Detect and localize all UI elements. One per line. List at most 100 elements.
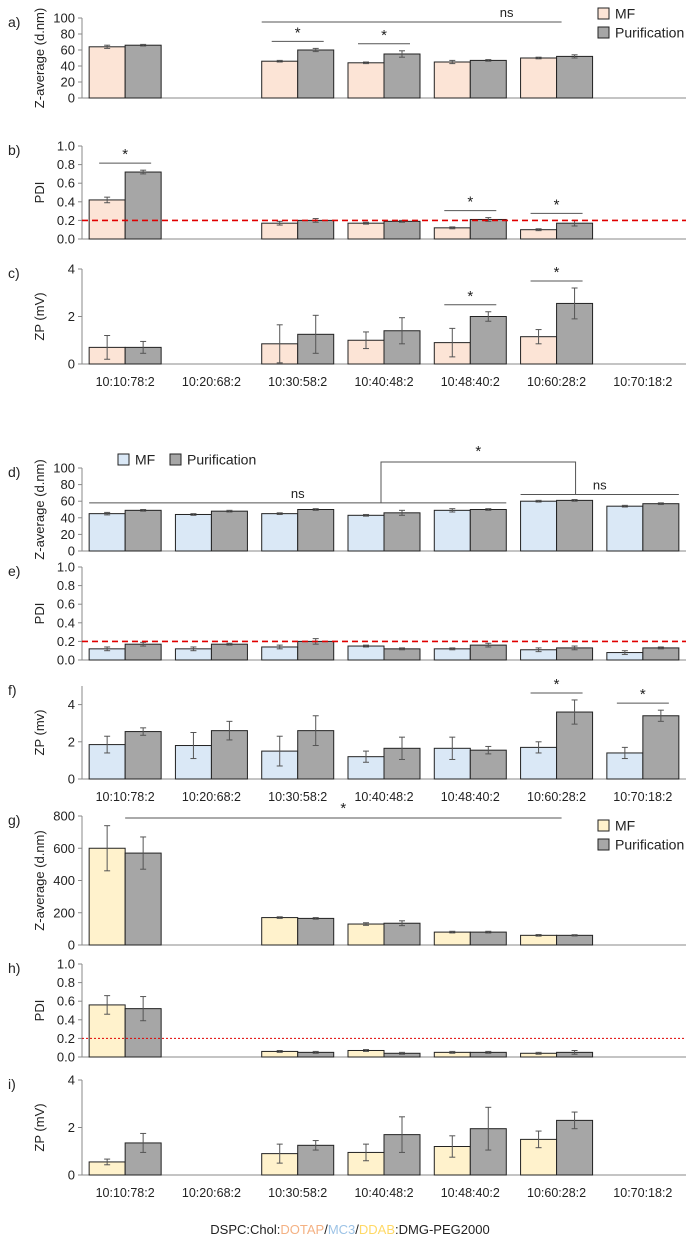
bar-mf [433,509,471,552]
significance-star: * [475,443,481,460]
y-tick-label: 0 [68,544,75,559]
x-tick-label: 10:10:78:2 [96,790,155,804]
bar-mf [433,931,471,946]
y-tick-label: 0.0 [57,1050,75,1065]
y-axis-label: ZP (mV) [32,1103,47,1151]
y-tick-label: 4 [68,697,75,712]
bar-purification [383,922,421,946]
y-tick-label: 0 [68,91,75,106]
y-tick-label: 0 [68,772,75,787]
bar-mf [520,57,558,99]
y-tick-label: 60 [61,43,75,58]
y-axis-label: PDI [32,603,47,625]
y-tick-label: 80 [61,477,75,492]
bar-purification [469,218,507,240]
significance-star: * [467,194,473,211]
bar-purification [556,934,594,946]
y-tick-label: 800 [53,809,75,824]
bar-purification [297,509,335,552]
y-tick-label: 0.4 [57,615,75,630]
bar-purification [469,316,507,365]
y-tick-label: 400 [53,873,75,888]
bar-mf [88,513,126,552]
panel-label: a) [8,14,20,30]
bar-mf [347,514,385,552]
y-tick-label: 0.0 [57,232,75,247]
bar-purification [383,512,421,552]
x-tick-label: 10:48:40:2 [441,790,500,804]
bar-purification [469,59,507,99]
panel-label: h) [8,960,20,976]
y-axis-label: Z-average (d.nm) [32,830,47,930]
y-axis-label: PDI [32,1000,47,1022]
bar-mf [433,648,471,661]
x-tick-label: 10:20:68:2 [182,1186,241,1200]
caption-part-3: MC3 [327,1222,356,1237]
legend-label-purification: Purification [187,452,256,468]
y-tick-label: 1.0 [57,139,75,154]
bar-purification [556,1119,594,1176]
legend-label-purification: Purification [615,25,684,41]
x-tick-label: 10:30:58:2 [268,1186,327,1200]
bar-purification [297,49,335,99]
y-axis-label: Z-average (d.nm) [32,459,47,559]
ns-label: ns [500,5,514,20]
caption-part-0: DSPC:Chol: [210,1222,281,1237]
caption-part-5: DDAB [358,1222,396,1237]
y-tick-label: 0 [68,938,75,953]
legend-label-mf: MF [615,818,635,834]
caption-part-1: DOTAP [280,1222,325,1237]
bar-purification [383,53,421,99]
y-tick-label: 40 [61,510,75,525]
panel-label: b) [8,142,20,158]
x-tick-label: 10:20:68:2 [182,790,241,804]
y-axis-label: ZP (mV) [32,292,47,340]
significance-star: * [295,24,301,41]
bar-purification [383,648,421,661]
bar-purification [124,44,162,99]
chart-panel-9: 0 2 4 ZP (mV) i) 10:10:78:2 10:20:68:2 10:30:58… [8,1073,686,1200]
legend-swatch-purification [169,453,182,466]
y-tick-label: 2 [68,1120,75,1135]
bar-mf [261,60,299,99]
x-tick-label: 10:70:18:2 [613,375,672,389]
x-tick-label: 10:40:48:2 [354,375,413,389]
y-tick-label: 0.6 [57,176,75,191]
bar-purification [469,931,507,946]
significance-star: * [554,264,560,281]
significance-star: * [381,27,387,44]
panel-label: g) [8,812,20,828]
panel-label: f) [8,682,17,698]
significance-star: * [340,800,346,817]
bar-purification [642,647,680,661]
chart-panel-2: 0.0 0.2 0.4 0.6 0.8 1.0 PDI b) * * * [8,139,686,247]
y-tick-label: 100 [53,11,75,26]
bar-mf [520,500,558,552]
bar-mf [88,46,126,99]
figure-caption: DSPC:Chol:DOTAP/MC3/DDAB:DMG-PEG2000 [0,1222,700,1237]
bracket-line [380,461,577,503]
y-tick-label: 0.0 [57,653,75,668]
x-tick-label: 10:30:58:2 [268,790,327,804]
x-tick-label: 10:10:78:2 [96,1186,155,1200]
chart-panel-3: 0 2 4 ZP (mV) c) * * 10:10:78:2 10:20:68:2 10:30:… [8,262,686,389]
y-tick-label: 0.8 [57,157,75,172]
y-tick-label: 0.2 [57,213,75,228]
caption-part-2: / [324,1222,328,1237]
bar-purification [383,220,421,240]
y-axis-label: PDI [32,182,47,204]
y-tick-label: 0.2 [57,634,75,649]
legend-swatch-mf [117,453,130,466]
legend-swatch-mf [597,7,610,20]
caption-part-4: / [355,1222,359,1237]
legend-swatch-mf [597,819,610,832]
y-tick-label: 4 [68,1073,75,1088]
y-tick-label: 80 [61,27,75,42]
bar-mf [347,222,385,240]
significance-star: * [640,686,646,703]
legend-swatch-purification [597,26,610,39]
bar-purification [642,503,680,552]
chart-panel-7: 0 200 400 600 800 Z-average (d.nm) g) * MF Purifi… [8,800,686,953]
